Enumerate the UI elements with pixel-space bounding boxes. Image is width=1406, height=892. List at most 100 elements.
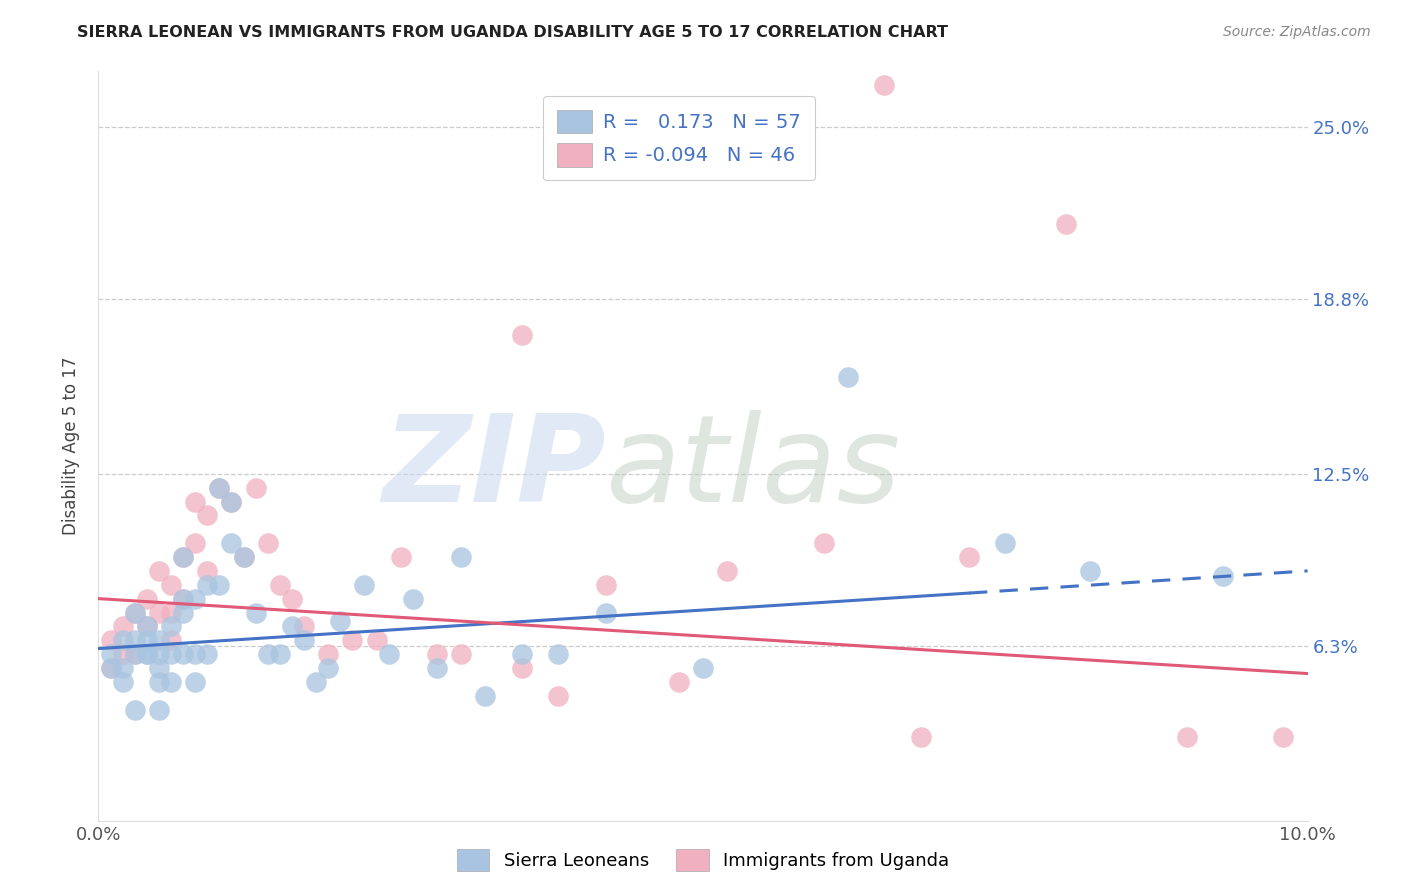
Point <box>135 633 157 648</box>
Point <box>135 619 157 633</box>
Point <box>172 591 194 606</box>
Point <box>510 328 533 343</box>
Point <box>100 647 122 661</box>
Point <box>160 633 183 648</box>
Point <box>111 633 134 648</box>
Point <box>281 591 304 606</box>
Point <box>124 703 146 717</box>
Point <box>510 647 533 661</box>
Point <box>1078 564 1101 578</box>
Point <box>910 731 932 745</box>
Point <box>1054 217 1077 231</box>
Point <box>135 619 157 633</box>
Point <box>184 647 207 661</box>
Point <box>195 508 218 523</box>
Y-axis label: Disability Age 5 to 17: Disability Age 5 to 17 <box>62 357 80 535</box>
Point <box>135 647 157 661</box>
Point <box>957 549 980 564</box>
Point <box>100 661 122 675</box>
Text: atlas: atlas <box>606 410 901 527</box>
Point <box>692 661 714 675</box>
Point <box>377 647 399 661</box>
Point <box>135 591 157 606</box>
Point <box>160 578 183 592</box>
Point <box>873 78 896 93</box>
Point <box>172 647 194 661</box>
Point <box>221 494 243 508</box>
Point <box>342 633 364 648</box>
Point <box>245 481 267 495</box>
Point <box>1175 731 1198 745</box>
Point <box>245 606 267 620</box>
Point <box>232 549 254 564</box>
Point <box>124 606 146 620</box>
Point <box>426 647 449 661</box>
Point <box>148 606 170 620</box>
Point <box>450 647 472 661</box>
Point <box>184 591 207 606</box>
Point <box>450 549 472 564</box>
Point <box>172 549 194 564</box>
Point <box>221 494 243 508</box>
Point <box>124 606 146 620</box>
Point <box>837 369 859 384</box>
Point <box>111 647 134 661</box>
Point <box>100 661 122 675</box>
Point <box>184 536 207 550</box>
Point <box>232 549 254 564</box>
Point <box>329 614 352 628</box>
Point <box>353 578 375 592</box>
Point <box>716 564 738 578</box>
Point <box>547 647 569 661</box>
Point <box>160 647 183 661</box>
Text: Source: ZipAtlas.com: Source: ZipAtlas.com <box>1223 25 1371 39</box>
Point <box>474 689 496 703</box>
Legend: R =   0.173   N = 57, R = -0.094   N = 46: R = 0.173 N = 57, R = -0.094 N = 46 <box>543 96 814 180</box>
Point <box>148 703 170 717</box>
Point <box>281 619 304 633</box>
Point <box>547 689 569 703</box>
Text: ZIP: ZIP <box>382 410 606 527</box>
Legend: Sierra Leoneans, Immigrants from Uganda: Sierra Leoneans, Immigrants from Uganda <box>450 842 956 879</box>
Point <box>135 647 157 661</box>
Point <box>148 674 170 689</box>
Point <box>595 578 617 592</box>
Point <box>316 661 339 675</box>
Point <box>195 578 218 592</box>
Point <box>195 647 218 661</box>
Point <box>813 536 835 550</box>
Point <box>148 633 170 648</box>
Point <box>208 481 231 495</box>
Point <box>111 674 134 689</box>
Point <box>111 619 134 633</box>
Point <box>305 674 328 689</box>
Point <box>124 647 146 661</box>
Point <box>269 647 291 661</box>
Point <box>184 494 207 508</box>
Point <box>124 633 146 648</box>
Point <box>668 674 690 689</box>
Point <box>366 633 388 648</box>
Point <box>111 661 134 675</box>
Point <box>148 564 170 578</box>
Point <box>160 606 183 620</box>
Point <box>595 606 617 620</box>
Point <box>269 578 291 592</box>
Point <box>172 591 194 606</box>
Point <box>124 647 146 661</box>
Point <box>221 536 243 550</box>
Point <box>402 591 425 606</box>
Point <box>208 481 231 495</box>
Point <box>160 619 183 633</box>
Point <box>1212 569 1234 583</box>
Point <box>148 661 170 675</box>
Point <box>510 661 533 675</box>
Point <box>256 536 278 550</box>
Point <box>994 536 1017 550</box>
Text: SIERRA LEONEAN VS IMMIGRANTS FROM UGANDA DISABILITY AGE 5 TO 17 CORRELATION CHAR: SIERRA LEONEAN VS IMMIGRANTS FROM UGANDA… <box>77 25 948 40</box>
Point <box>389 549 412 564</box>
Point <box>195 564 218 578</box>
Point <box>184 674 207 689</box>
Point <box>426 661 449 675</box>
Point <box>172 606 194 620</box>
